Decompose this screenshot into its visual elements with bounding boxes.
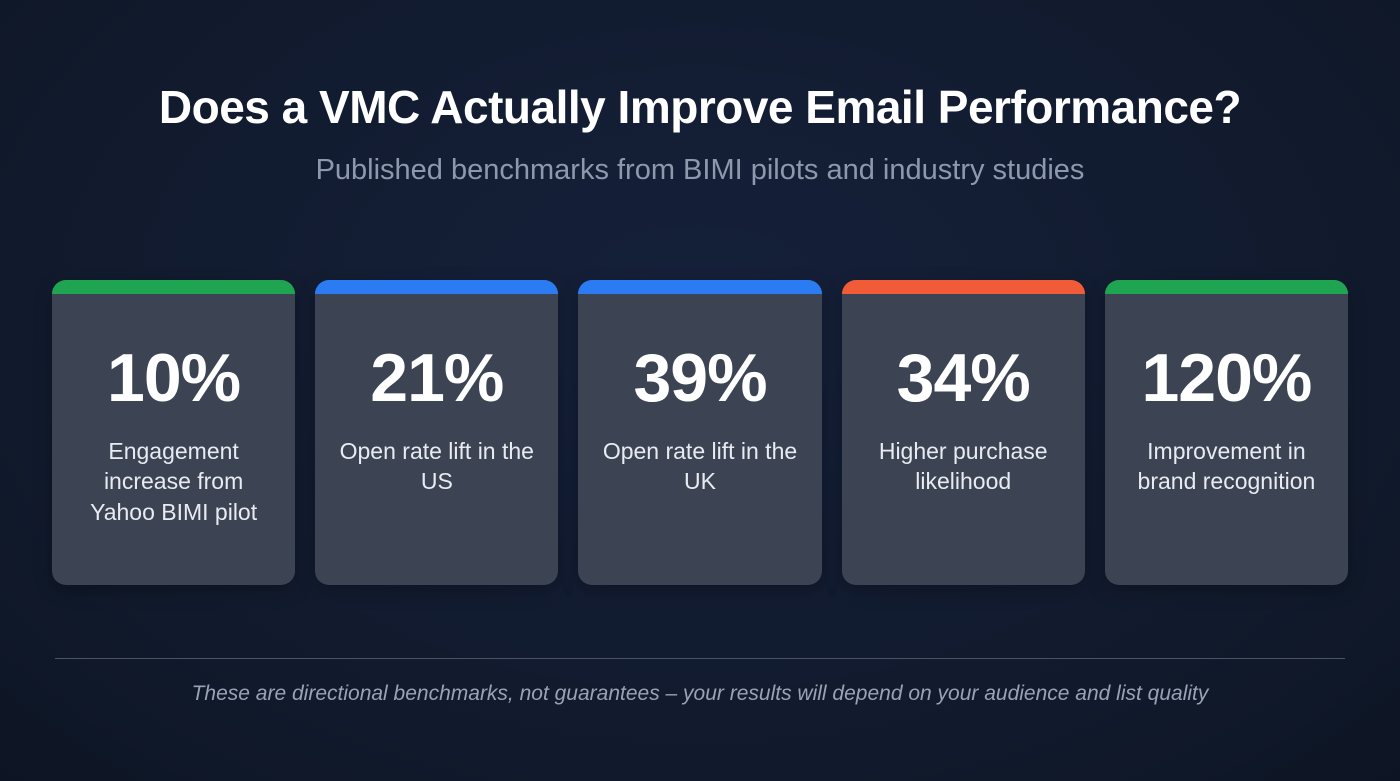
card-accent-bar [841,280,1085,294]
stat-label: Open rate lift in the US [339,438,534,495]
card-accent-bar [578,280,822,294]
stat-value: 21% [370,340,504,416]
disclaimer-text: These are directional benchmarks, not gu… [191,682,1209,705]
page-title: Does a VMC Actually Improve Email Perfor… [158,81,1242,133]
footer-divider [55,658,1345,659]
stat-value: 34% [896,340,1031,416]
card-accent-bar [52,280,296,294]
card-accent-bar [315,280,559,294]
stat-card-yahoo-pilot: 10% Engagement increase from Yahoo BIMI … [52,280,296,585]
stat-label: Improvement in brand recognition [1137,438,1316,495]
stat-value: 120% [1141,340,1312,416]
stat-value: 10% [107,340,241,416]
card-accent-bar [1104,280,1349,294]
stat-card-open-rate-uk: 39% Open rate lift in the UK [578,280,822,585]
stat-cards-row: 10% Engagement increase from Yahoo BIMI … [52,280,1349,585]
stat-value: 39% [633,340,767,416]
stat-label: Higher purchase likelihood [878,438,1048,495]
stat-label: Open rate lift in the UK [602,438,798,495]
stat-card-purchase-likelihood: 34% Higher purchase likelihood [841,280,1085,585]
stat-label: Engagement increase from Yahoo BIMI pilo… [90,438,258,525]
stat-card-open-rate-us: 21% Open rate lift in the US [315,280,559,585]
page-subtitle: Published benchmarks from BIMI pilots an… [315,154,1085,186]
stat-card-brand-recognition: 120% Improvement in brand recognition [1104,280,1349,585]
